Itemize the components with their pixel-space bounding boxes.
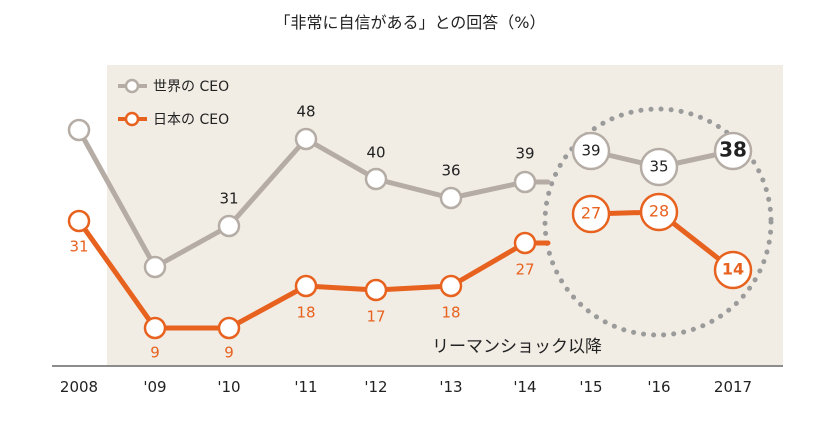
world-data-label: 40: [366, 144, 385, 162]
series-layer: 31 48 40 36 39 39 35 38 31 9 9 18 17 18 27 27 28 14: [67, 103, 753, 362]
japan-data-label: 28: [649, 202, 669, 221]
legend: 世界の CEO 日本の CEO: [118, 78, 229, 128]
japan-point-marker: [713, 250, 753, 290]
world-point-marker: [67, 118, 91, 142]
japan-point-marker: [571, 194, 611, 234]
japan-point-marker: [513, 231, 537, 255]
post-lehman-highlight-circle: [542, 106, 774, 338]
world-point-marker: [364, 167, 388, 191]
japan-point-marker: [439, 274, 463, 298]
world-data-label: 35: [649, 158, 668, 176]
japan-data-label: 31: [69, 238, 88, 256]
x-tick-label: '15: [579, 378, 602, 396]
chart-title: 「非常に自信がある」との回答（%）: [274, 13, 545, 32]
legend-japan-label: 日本の CEO: [153, 112, 229, 128]
japan-point-marker: [217, 316, 241, 340]
japan-point-marker: [143, 316, 167, 340]
world-data-label: 39: [581, 142, 600, 160]
legend-world-marker: [124, 78, 140, 94]
world-series-line: [76, 127, 551, 270]
world-point-marker: [571, 131, 611, 171]
world-data-label: 38: [719, 138, 747, 162]
japan-data-label: 18: [441, 304, 460, 322]
japan-point-marker: [639, 192, 679, 232]
world-point-marker: [639, 147, 679, 187]
japan-data-label: 9: [224, 344, 234, 362]
world-data-label: 48: [296, 103, 315, 121]
x-tick-label: '09: [143, 378, 166, 396]
world-point-marker: [294, 127, 318, 151]
japan-data-label: 17: [366, 308, 385, 326]
world-point-marker: [439, 186, 463, 210]
japan-data-label: 27: [515, 261, 534, 279]
x-tick-label: '13: [439, 378, 462, 396]
legend-world-label: 世界の CEO: [153, 79, 229, 95]
world-data-label: 36: [441, 162, 460, 180]
japan-data-label: 27: [581, 204, 601, 223]
x-tick-label: 2008: [60, 378, 98, 396]
x-tick-label: 2017: [714, 378, 752, 396]
world-point-marker: [513, 170, 537, 194]
japan-data-label: 14: [722, 260, 744, 279]
world-point-marker: [713, 131, 753, 171]
annotation-post-lehman: リーマンショック以降: [432, 337, 602, 357]
japan-series-line: [76, 218, 551, 331]
japan-point-marker: [67, 209, 91, 233]
x-axis-ticks: 2008 '09 '10 '11 '12 '13 '14 '15 '16 2017: [60, 378, 752, 396]
japan-data-label: 18: [296, 304, 315, 322]
world-data-label: 39: [515, 145, 534, 163]
japan-data-label: 9: [150, 344, 160, 362]
japan-point-marker: [364, 278, 388, 302]
x-tick-label: '12: [364, 378, 387, 396]
world-point-marker: [217, 214, 241, 238]
world-point-marker: [143, 255, 167, 279]
x-tick-label: '14: [513, 378, 536, 396]
world-data-label: 31: [219, 190, 238, 208]
x-tick-label: '16: [647, 378, 670, 396]
x-tick-label: '10: [217, 378, 240, 396]
legend-japan-marker: [124, 111, 140, 127]
japan-point-marker: [294, 274, 318, 298]
x-tick-label: '11: [294, 378, 317, 396]
